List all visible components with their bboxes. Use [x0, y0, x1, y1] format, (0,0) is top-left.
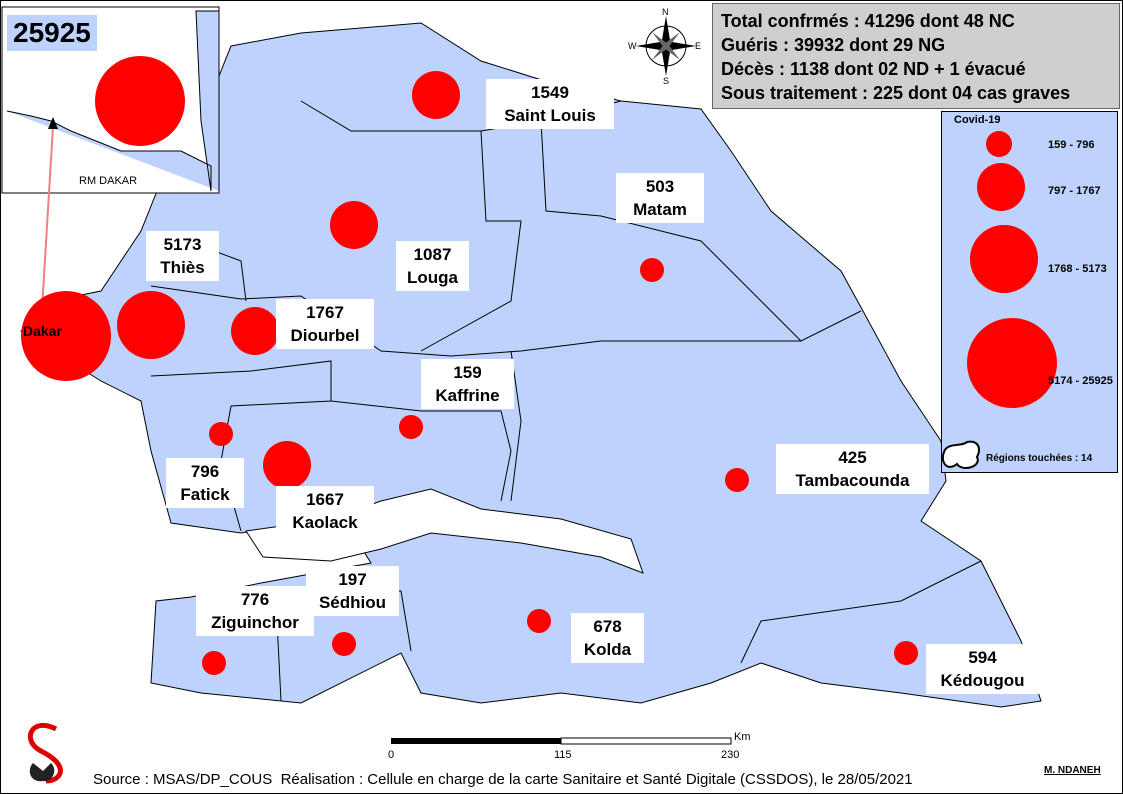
arrowhead-icon — [48, 117, 58, 129]
legend-regions-touched: Régions touchées : 14 — [986, 453, 1093, 464]
case-circle-kdougou — [894, 641, 918, 665]
region-cases: 425 — [838, 448, 867, 467]
region-cases: 796 — [190, 462, 220, 481]
case-circle-sdhiou — [332, 632, 356, 656]
region-label: 197 Sédhiou — [306, 566, 399, 616]
case-circle-diourbel — [231, 307, 279, 355]
case-circle-tambacounda — [725, 468, 749, 492]
region-cases: 1549 — [531, 83, 569, 102]
footer-credit: Réalisation : Cellule en charge de la ca… — [280, 771, 913, 788]
region-label: 1549 Saint Louis — [486, 79, 614, 129]
legend-class-3: 1768 - 5173 — [1048, 263, 1107, 275]
compass-s: S — [663, 76, 670, 86]
region-name: Diourbel — [290, 326, 360, 345]
region-label: 776 Ziguinchor — [196, 586, 314, 636]
msas-logo — [27, 722, 63, 784]
legend-circle-3 — [970, 225, 1038, 293]
region-label: 678 Kolda — [571, 613, 644, 663]
region-name: Kolda — [583, 640, 632, 659]
region-label: 796 Fatick — [166, 458, 244, 508]
region-label: 1667 Kaolack — [276, 486, 374, 536]
region-label: 1087 Louga — [396, 241, 469, 291]
region-cases: 197 — [338, 570, 367, 589]
legend-circle-4 — [967, 318, 1057, 408]
region-cases: 1667 — [306, 490, 344, 509]
case-circle-fatick — [209, 422, 233, 446]
gambia — [245, 488, 644, 574]
region-cases: 5173 — [163, 235, 202, 254]
region-name: Fatick — [180, 485, 230, 504]
region-cases: 159 — [453, 363, 482, 382]
compass-e: E — [695, 41, 702, 51]
region-name: Kédougou — [940, 671, 1025, 690]
region-name: Matam — [633, 200, 687, 219]
dakar-map-label: Dakar — [23, 323, 62, 339]
legend-title: Covid-19 — [954, 114, 1001, 126]
case-circle-dakar — [21, 291, 111, 381]
legend-circle-1 — [986, 131, 1012, 157]
region-name: Sédhiou — [318, 593, 387, 612]
legend: Covid-19 159 - 796 797 - 1767 1768 - 517… — [941, 111, 1118, 473]
region-label: 159 Kaffrine — [421, 359, 514, 409]
stats-deaths: Décès : 1138 dont 02 ND + 1 évacué — [721, 59, 1026, 79]
senegal-land — [20, 22, 1042, 708]
case-circle-kaffrine — [399, 415, 423, 439]
scale-tick-230: 230 — [721, 749, 740, 761]
compass-rose-icon — [636, 16, 696, 76]
scale-unit: Km — [734, 731, 751, 743]
case-circle-matam — [640, 258, 664, 282]
region-name: Kaolack — [292, 513, 358, 532]
stats-under-treatment: Sous traitement : 225 dont 04 cas graves — [721, 83, 1071, 103]
region-cases: 594 — [968, 648, 997, 667]
footer: Source : MSAS/DP_COUS Réalisation : Cell… — [93, 771, 913, 788]
region-name: Louga — [407, 268, 458, 287]
case-circle-louga — [330, 201, 378, 249]
region-cases: 1087 — [413, 245, 452, 264]
region-name: Saint Louis — [504, 106, 596, 125]
inset-total: 25925 — [7, 15, 97, 51]
inset-dakar-circle — [95, 56, 185, 146]
region-label: 594 Kédougou — [926, 644, 1039, 694]
stats-confirmed: Total confrmés : 41296 dont 48 NC — [721, 11, 1015, 31]
region-cases: 678 — [593, 617, 622, 636]
legend-class-4: 5174 - 25925 — [1048, 375, 1113, 387]
region-label: 1767 Diourbel — [276, 299, 374, 349]
compass-w: W — [628, 41, 637, 51]
inset-label: RM DAKAR — [79, 175, 138, 187]
scale-tick-0: 0 — [388, 749, 395, 761]
case-circles — [21, 71, 918, 675]
footer-author: M. NDANEH — [1044, 765, 1101, 776]
stats-recovered: Guéris : 39932 dont 29 NG — [721, 35, 946, 55]
scale-bar — [391, 737, 732, 745]
scale-tick-115: 115 — [554, 749, 572, 761]
region-name: Tambacounda — [795, 471, 910, 490]
inset-pointer-arrow — [40, 125, 54, 327]
region-label: 5173 Thiès — [146, 231, 219, 281]
legend-circle-2 — [977, 163, 1025, 211]
region-shape-icon — [942, 440, 980, 469]
legend-class-1: 159 - 796 — [1048, 139, 1095, 151]
region-cases: 1767 — [306, 303, 344, 322]
case-circle-kolda — [527, 609, 551, 633]
region-cases: 776 — [240, 590, 270, 609]
case-circle-saintlouis — [412, 71, 460, 119]
national-stats-box: Total confrmés : 41296 dont 48 NC Guéris… — [712, 3, 1120, 109]
legend-class-2: 797 - 1767 — [1048, 185, 1101, 197]
compass-n: N — [662, 7, 669, 17]
region-name: Ziguinchor — [211, 613, 299, 632]
case-circle-kaolack — [263, 441, 311, 489]
region-label: 503 Matam — [616, 173, 704, 223]
footer-source: Source : MSAS/DP_COUS — [93, 771, 273, 788]
case-circle-ziguinchor — [202, 651, 226, 675]
region-name: Thiès — [160, 258, 205, 277]
region-label: 425 Tambacounda — [776, 444, 929, 494]
case-circle-this — [117, 291, 185, 359]
region-name: Kaffrine — [435, 386, 500, 405]
region-cases: 503 — [645, 177, 675, 196]
